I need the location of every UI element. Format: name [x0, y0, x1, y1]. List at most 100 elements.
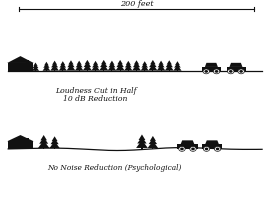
Polygon shape — [136, 70, 137, 71]
Polygon shape — [205, 140, 219, 144]
Polygon shape — [125, 63, 132, 68]
Polygon shape — [51, 138, 59, 144]
Polygon shape — [49, 141, 60, 148]
Polygon shape — [169, 70, 170, 71]
Polygon shape — [149, 138, 157, 144]
Polygon shape — [101, 60, 106, 64]
Polygon shape — [148, 64, 158, 71]
Circle shape — [229, 70, 233, 73]
Polygon shape — [50, 65, 59, 71]
Polygon shape — [60, 61, 65, 65]
Polygon shape — [148, 141, 158, 148]
Polygon shape — [152, 147, 153, 149]
Text: 200 feet: 200 feet — [120, 0, 153, 8]
Polygon shape — [54, 70, 55, 71]
Polygon shape — [139, 134, 145, 140]
Polygon shape — [141, 65, 149, 71]
Polygon shape — [52, 136, 58, 141]
Polygon shape — [141, 63, 148, 68]
Polygon shape — [132, 64, 141, 71]
Text: Loudness Cut in Half: Loudness Cut in Half — [55, 87, 136, 95]
Polygon shape — [180, 140, 194, 144]
Polygon shape — [175, 61, 180, 65]
Polygon shape — [62, 70, 63, 71]
Polygon shape — [77, 61, 82, 65]
Polygon shape — [142, 61, 147, 65]
Polygon shape — [157, 65, 165, 71]
Circle shape — [203, 146, 210, 151]
Circle shape — [238, 69, 244, 74]
Polygon shape — [39, 137, 48, 144]
Polygon shape — [158, 62, 165, 67]
Polygon shape — [43, 65, 50, 71]
Polygon shape — [141, 147, 143, 149]
Polygon shape — [32, 66, 39, 71]
Polygon shape — [227, 67, 246, 71]
Circle shape — [205, 147, 208, 150]
Polygon shape — [100, 62, 108, 67]
Polygon shape — [43, 63, 49, 68]
Polygon shape — [149, 62, 157, 67]
Text: No Noise Reduction (Psychological): No Noise Reduction (Psychological) — [48, 164, 182, 172]
Polygon shape — [152, 70, 153, 71]
Polygon shape — [166, 62, 173, 67]
Polygon shape — [137, 137, 147, 143]
Circle shape — [213, 69, 220, 74]
Polygon shape — [8, 141, 33, 149]
Circle shape — [214, 146, 221, 151]
Polygon shape — [70, 70, 72, 71]
Polygon shape — [177, 144, 198, 149]
Polygon shape — [38, 140, 49, 148]
Polygon shape — [124, 65, 133, 71]
Polygon shape — [79, 70, 80, 71]
Polygon shape — [111, 70, 112, 71]
Polygon shape — [136, 140, 148, 148]
Polygon shape — [165, 64, 174, 71]
Polygon shape — [205, 63, 218, 67]
Polygon shape — [126, 61, 131, 65]
Polygon shape — [115, 64, 125, 71]
Circle shape — [203, 69, 209, 74]
Polygon shape — [67, 64, 75, 71]
Polygon shape — [159, 61, 164, 65]
Polygon shape — [95, 70, 96, 71]
Polygon shape — [7, 135, 34, 141]
Polygon shape — [167, 60, 172, 64]
Circle shape — [216, 147, 219, 150]
Polygon shape — [67, 62, 75, 67]
Polygon shape — [32, 64, 38, 68]
Circle shape — [179, 146, 185, 151]
Polygon shape — [43, 147, 44, 149]
Circle shape — [239, 70, 243, 73]
Polygon shape — [202, 67, 221, 71]
Polygon shape — [46, 70, 47, 71]
Polygon shape — [59, 65, 67, 71]
Circle shape — [191, 147, 195, 150]
Polygon shape — [7, 56, 34, 63]
Circle shape — [190, 146, 196, 151]
Polygon shape — [85, 60, 90, 64]
Polygon shape — [117, 60, 123, 64]
Polygon shape — [35, 70, 36, 71]
Polygon shape — [161, 70, 162, 71]
Polygon shape — [133, 62, 140, 67]
Polygon shape — [150, 136, 156, 141]
Polygon shape — [87, 70, 88, 71]
Polygon shape — [84, 62, 91, 67]
Polygon shape — [60, 63, 66, 68]
Polygon shape — [229, 63, 242, 67]
Polygon shape — [75, 65, 84, 71]
Polygon shape — [52, 61, 57, 65]
Polygon shape — [26, 60, 29, 63]
Polygon shape — [173, 65, 182, 71]
Polygon shape — [108, 62, 115, 67]
Polygon shape — [120, 70, 121, 71]
Circle shape — [180, 147, 184, 150]
Polygon shape — [134, 60, 139, 64]
Polygon shape — [108, 65, 116, 71]
Polygon shape — [177, 70, 178, 71]
Polygon shape — [128, 70, 129, 71]
Polygon shape — [44, 62, 49, 65]
Polygon shape — [150, 60, 156, 64]
Circle shape — [204, 70, 208, 73]
